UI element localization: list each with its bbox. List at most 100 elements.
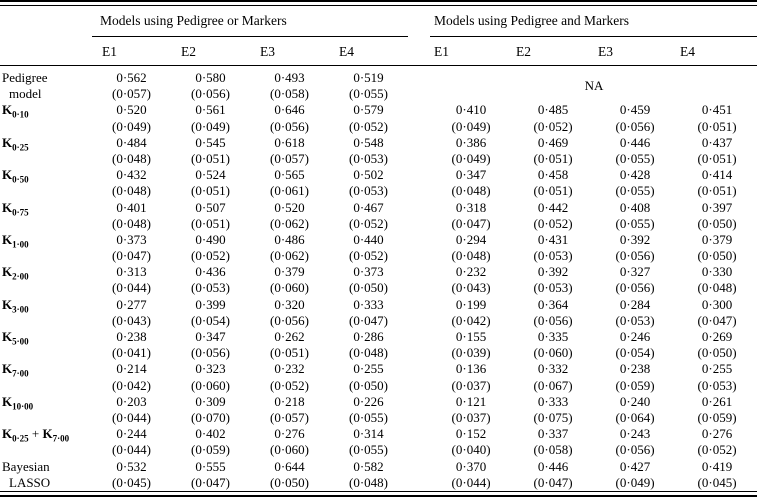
cell-standard-error: (0·047) xyxy=(533,474,573,490)
table-row: K5·00 0·238 (0·041) 0·347 (0·056) 0·262 (0·051… xyxy=(0,329,757,361)
data-cell: 0·502 (0·053) xyxy=(329,167,408,199)
data-cell: 0·155 (0·039) xyxy=(430,329,512,361)
data-cell: 0·347 (0·056) xyxy=(171,329,250,361)
row-label-line: K0·75 xyxy=(2,200,92,218)
cell-standard-error: (0·048) xyxy=(112,215,151,231)
cell-value: 0·373 xyxy=(353,264,384,280)
cell-value: 0·238 xyxy=(619,361,651,377)
data-cell: 0·300 (0·047) xyxy=(676,297,757,329)
data-cell: 0·284 (0·053) xyxy=(594,297,676,329)
col-header-e2-left: E2 xyxy=(171,36,250,66)
data-cell: 0·246 (0·054) xyxy=(594,329,676,361)
cell-standard-error: (0·053) xyxy=(349,150,389,166)
cell-standard-error: (0·049) xyxy=(191,118,230,134)
label-subscript: 0·25 xyxy=(12,433,29,444)
cell-standard-error: (0·053) xyxy=(697,377,737,393)
row-label: K1·00 xyxy=(0,232,92,264)
cell-value: 0·545 xyxy=(195,134,226,150)
cell-standard-error: (0·053) xyxy=(191,280,230,296)
cell-standard-error: (0·049) xyxy=(451,118,491,134)
data-cell: 0·490 (0·052) xyxy=(171,232,250,264)
cell-standard-error: (0·064) xyxy=(615,409,655,425)
cell-standard-error: (0·054) xyxy=(191,312,230,328)
cell-standard-error: (0·040) xyxy=(451,442,491,458)
cell-standard-error: (0·041) xyxy=(112,345,151,361)
data-cell: 0·446 (0·047) xyxy=(512,459,594,491)
cell-value: 0·408 xyxy=(619,199,651,215)
cell-standard-error: (0·051) xyxy=(697,118,737,134)
data-cell: 0·333 (0·075) xyxy=(512,394,594,426)
corner-cell xyxy=(0,6,92,37)
group-gap xyxy=(408,6,430,37)
cell-standard-error: (0·047) xyxy=(697,312,737,328)
data-cell: 0·243 (0·056) xyxy=(594,426,676,458)
cell-value: 0·318 xyxy=(455,199,487,215)
data-cell: 0·484 (0·048) xyxy=(92,135,171,167)
data-cell: 0·386 (0·049) xyxy=(430,135,512,167)
row-label-line: Bayesian xyxy=(2,459,92,475)
data-cell: 0·364 (0·056) xyxy=(512,297,594,329)
cell-value: 0·399 xyxy=(195,296,226,312)
group-gap xyxy=(408,426,430,458)
row-label: K2·00 xyxy=(0,264,92,296)
label-text: model xyxy=(9,86,42,102)
cell-standard-error: (0·050) xyxy=(697,248,737,264)
cell-value: 0·333 xyxy=(353,296,384,312)
data-cell: 0·493 (0·058) xyxy=(250,66,329,103)
row-label: K3·00 xyxy=(0,297,92,329)
data-cell: 0·327 (0·056) xyxy=(594,264,676,296)
cell-value: 0·314 xyxy=(353,426,384,442)
cell-value: 0·432 xyxy=(116,167,147,183)
data-cell: 0·203 (0·044) xyxy=(92,394,171,426)
table-row: Bayesian LASSO 0·532 (0·045) 0·555 (0·047) 0·6… xyxy=(0,459,757,491)
row-label-line: K7·00 xyxy=(2,361,92,379)
cell-standard-error: (0·045) xyxy=(697,474,737,490)
cell-value: 0·402 xyxy=(195,426,226,442)
row-label-line: LASSO xyxy=(2,475,92,491)
cell-standard-error: (0·052) xyxy=(191,248,230,264)
cell-value: 0·532 xyxy=(116,458,147,474)
cell-value: 0·255 xyxy=(353,361,384,377)
cell-value: 0·459 xyxy=(619,102,651,118)
cell-standard-error: (0·056) xyxy=(533,312,573,328)
cell-standard-error: (0·048) xyxy=(349,345,389,361)
data-cell: 0·277 (0·043) xyxy=(92,297,171,329)
row-label-line: K0·50 xyxy=(2,167,92,185)
data-cell: 0·379 (0·050) xyxy=(676,232,757,264)
data-cell: 0·580 (0·056) xyxy=(171,66,250,103)
cell-standard-error: (0·059) xyxy=(615,377,655,393)
label-subscript: 0·25 xyxy=(12,142,29,153)
label-text: K xyxy=(2,167,13,183)
label-subscript: 1·00 xyxy=(12,239,29,250)
cell-standard-error: (0·044) xyxy=(112,280,151,296)
cell-value: 0·490 xyxy=(195,231,226,247)
row-label-line: K0·10 xyxy=(2,102,92,120)
cell-standard-error: (0·060) xyxy=(191,377,230,393)
cell-value: 0·446 xyxy=(619,134,651,150)
cell-value: 0·562 xyxy=(116,70,147,85)
data-cell: 0·582 (0·048) xyxy=(329,459,408,491)
cell-standard-error: (0·057) xyxy=(270,409,309,425)
label-text: Bayesian xyxy=(2,458,50,474)
cell-standard-error: (0·055) xyxy=(349,86,389,102)
cell-standard-error: (0·050) xyxy=(270,474,309,490)
group-gap xyxy=(408,361,430,393)
group-gap xyxy=(408,394,430,426)
cell-standard-error: (0·051) xyxy=(191,183,230,199)
row-label: K0·25 xyxy=(0,135,92,167)
data-cell: 0·579 (0·052) xyxy=(329,102,408,134)
cell-standard-error: (0·050) xyxy=(697,345,737,361)
group-header-pedigree-or-markers: Models using Pedigree or Markers xyxy=(92,6,409,37)
row-label-line: K3·00 xyxy=(2,296,92,315)
data-cell: 0·313 (0·044) xyxy=(92,264,171,296)
cell-value: 0·646 xyxy=(274,102,305,118)
row-label: K0·25 + K7·00 xyxy=(0,426,92,458)
cell-standard-error: (0·052) xyxy=(533,215,573,231)
data-cell: 0·214 (0·042) xyxy=(92,361,171,393)
cell-value: 0·364 xyxy=(537,296,569,312)
cell-standard-error: (0·070) xyxy=(191,409,230,425)
label-text: K xyxy=(2,296,13,312)
data-cell: 0·399 (0·054) xyxy=(171,297,250,329)
cell-value: 0·427 xyxy=(619,458,651,474)
cell-value: 0·580 xyxy=(195,70,226,85)
